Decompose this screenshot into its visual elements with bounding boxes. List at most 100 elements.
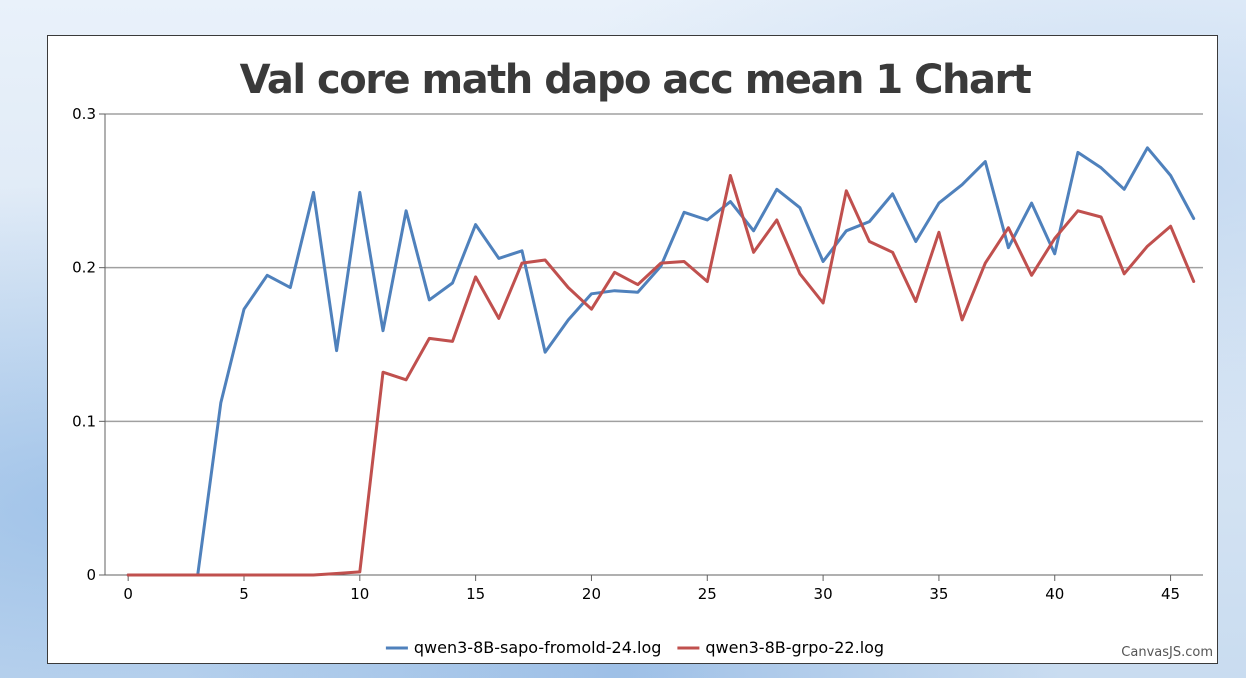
data-point-series-1[interactable]: [1168, 172, 1174, 178]
data-point-series-2[interactable]: [218, 572, 224, 578]
data-point-series-2[interactable]: [843, 188, 849, 194]
data-point-series-1[interactable]: [751, 228, 757, 234]
data-point-series-2[interactable]: [751, 249, 757, 255]
data-point-series-2[interactable]: [1052, 235, 1058, 241]
data-point-series-2[interactable]: [1005, 225, 1011, 231]
data-point-series-2[interactable]: [357, 569, 363, 575]
data-point-series-1[interactable]: [218, 400, 224, 406]
data-point-series-2[interactable]: [681, 259, 687, 265]
data-point-series-2[interactable]: [913, 298, 919, 304]
data-point-series-2[interactable]: [449, 338, 455, 344]
data-point-series-2[interactable]: [519, 260, 525, 266]
data-point-series-1[interactable]: [287, 285, 293, 291]
data-point-series-1[interactable]: [843, 228, 849, 234]
data-point-series-1[interactable]: [357, 189, 363, 195]
data-point-series-1[interactable]: [264, 272, 270, 278]
data-point-series-2[interactable]: [1168, 223, 1174, 229]
data-point-series-2[interactable]: [125, 572, 131, 578]
legend-label-2[interactable]: qwen3-8B-grpo-22.log: [705, 638, 884, 657]
data-point-series-1[interactable]: [982, 159, 988, 165]
data-point-series-1[interactable]: [310, 189, 316, 195]
data-point-series-2[interactable]: [635, 282, 641, 288]
series-line-1[interactable]: [126, 146, 1196, 577]
data-point-series-1[interactable]: [473, 222, 479, 228]
x-tick-label: 40: [1045, 585, 1064, 603]
data-point-series-2[interactable]: [936, 229, 942, 235]
data-point-series-2[interactable]: [426, 335, 432, 341]
data-point-series-1[interactable]: [890, 191, 896, 197]
data-point-series-1[interactable]: [913, 239, 919, 245]
data-point-series-2[interactable]: [774, 217, 780, 223]
data-point-series-2[interactable]: [727, 172, 733, 178]
data-point-series-1[interactable]: [241, 306, 247, 312]
data-point-series-2[interactable]: [612, 269, 618, 275]
data-point-series-2[interactable]: [148, 572, 154, 578]
data-point-series-2[interactable]: [1191, 278, 1197, 284]
data-point-series-2[interactable]: [1029, 272, 1035, 278]
data-point-series-1[interactable]: [588, 291, 594, 297]
series-layer: [125, 145, 1197, 578]
data-point-series-2[interactable]: [704, 278, 710, 284]
data-point-series-1[interactable]: [774, 186, 780, 192]
canvasjs-credit-link[interactable]: CanvasJS.com: [1121, 645, 1213, 660]
data-point-series-1[interactable]: [519, 248, 525, 254]
data-point-series-1[interactable]: [727, 199, 733, 205]
data-point-series-1[interactable]: [1121, 186, 1127, 192]
data-point-series-1[interactable]: [866, 219, 872, 225]
data-point-series-2[interactable]: [1121, 271, 1127, 277]
data-point-series-1[interactable]: [681, 209, 687, 215]
data-point-series-1[interactable]: [1052, 251, 1058, 257]
data-point-series-2[interactable]: [1144, 243, 1150, 249]
x-tick-label: 20: [582, 585, 601, 603]
data-point-series-2[interactable]: [310, 572, 316, 578]
y-tick-label: 0: [86, 566, 96, 584]
data-point-series-2[interactable]: [264, 572, 270, 578]
data-point-series-1[interactable]: [1191, 215, 1197, 221]
series-line-2[interactable]: [126, 174, 1196, 577]
data-point-series-2[interactable]: [287, 572, 293, 578]
x-tick-label: 15: [466, 585, 485, 603]
data-point-series-1[interactable]: [635, 289, 641, 295]
data-point-series-1[interactable]: [496, 255, 502, 261]
data-point-series-2[interactable]: [890, 249, 896, 255]
data-point-series-1[interactable]: [797, 205, 803, 211]
data-point-series-2[interactable]: [959, 317, 965, 323]
data-point-series-2[interactable]: [866, 239, 872, 245]
data-point-series-2[interactable]: [542, 257, 548, 263]
data-point-series-1[interactable]: [426, 297, 432, 303]
data-point-series-1[interactable]: [542, 349, 548, 355]
legend-label-1[interactable]: qwen3-8B-sapo-fromold-24.log: [414, 638, 662, 657]
data-point-series-1[interactable]: [334, 348, 340, 354]
data-point-series-2[interactable]: [496, 315, 502, 321]
data-point-series-2[interactable]: [1098, 214, 1104, 220]
data-point-series-1[interactable]: [403, 208, 409, 214]
data-point-series-2[interactable]: [241, 572, 247, 578]
data-point-series-1[interactable]: [1005, 245, 1011, 251]
data-point-series-1[interactable]: [380, 328, 386, 334]
data-point-series-1[interactable]: [1075, 149, 1081, 155]
data-point-series-2[interactable]: [195, 572, 201, 578]
data-point-series-2[interactable]: [1075, 208, 1081, 214]
data-point-series-2[interactable]: [797, 271, 803, 277]
data-point-series-2[interactable]: [334, 570, 340, 576]
data-point-series-2[interactable]: [403, 377, 409, 383]
data-point-series-2[interactable]: [820, 300, 826, 306]
data-point-series-2[interactable]: [171, 572, 177, 578]
data-point-series-2[interactable]: [658, 260, 664, 266]
data-point-series-1[interactable]: [1144, 145, 1150, 151]
data-point-series-1[interactable]: [704, 217, 710, 223]
data-point-series-1[interactable]: [1098, 165, 1104, 171]
data-point-series-1[interactable]: [449, 280, 455, 286]
data-point-series-2[interactable]: [588, 306, 594, 312]
data-point-series-1[interactable]: [820, 259, 826, 265]
data-point-series-2[interactable]: [473, 274, 479, 280]
data-point-series-1[interactable]: [612, 288, 618, 294]
data-point-series-1[interactable]: [1029, 200, 1035, 206]
data-point-series-2[interactable]: [565, 285, 571, 291]
data-point-series-1[interactable]: [959, 182, 965, 188]
data-point-series-1[interactable]: [565, 317, 571, 323]
x-tick-label: 10: [350, 585, 369, 603]
data-point-series-1[interactable]: [936, 200, 942, 206]
data-point-series-2[interactable]: [982, 260, 988, 266]
data-point-series-2[interactable]: [380, 369, 386, 375]
